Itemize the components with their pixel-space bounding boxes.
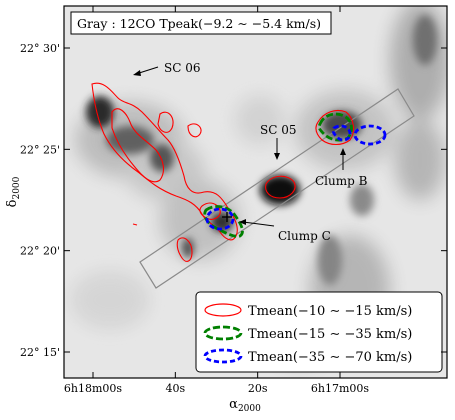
legend-label-red: Tmean(−10 ∼ −15 km/s) [248, 304, 412, 319]
y-tick-label: 22° 15' [20, 346, 60, 359]
clump-c-label: Clump C [278, 229, 331, 243]
red-contour-inner [111, 108, 165, 183]
y-tick-label: 22° 30' [20, 42, 60, 55]
x-tick-label: 6h17m00s [311, 382, 370, 395]
y-axis-ticks: 22° 30' 22° 25' 22° 20' 22° 15' [20, 42, 447, 359]
grayscale-background [64, 6, 447, 378]
red-contour-small-2 [187, 123, 202, 138]
red-contour-south [176, 237, 193, 262]
legend-label-green: Tmean(−15 ∼ −35 km/s) [248, 327, 412, 342]
clump-b-label: Clump B [315, 174, 368, 188]
red-contours [91, 82, 355, 262]
clump-c-arrow [242, 221, 275, 227]
x-tick-label: 40s [166, 382, 186, 395]
blue-contours [205, 124, 387, 231]
slice-region-box [139, 88, 415, 289]
x-axis-label: α2000 [229, 397, 261, 414]
legend-marker-blue [203, 348, 243, 364]
legend-label-blue: Tmean(−35 ∼ −70 km/s) [248, 350, 412, 365]
legend-marker-red [204, 303, 242, 317]
legend: Tmean(−10 ∼ −15 km/s) Tmean(−15 ∼ −35 km… [195, 291, 443, 373]
sc05-label: SC 05 [260, 123, 297, 137]
x-axis-ticks: 6h18m00s 40s 20s 6h17m00s [64, 6, 370, 395]
red-contour-dot [132, 223, 138, 226]
red-contour-sc05 [265, 175, 296, 199]
red-contour-clumpc [199, 202, 221, 220]
green-contour-clumpc [203, 205, 244, 238]
blue-contour-clumpc [205, 207, 235, 231]
x-tick-label: 20s [248, 382, 268, 395]
y-tick-label: 22° 25' [20, 143, 60, 156]
annotation-arrows [133, 66, 346, 227]
red-contour-clumpb [315, 109, 355, 146]
y-axis-label: δ2000 [5, 176, 22, 207]
chart-title: Gray : 12CO Tpeak(−9.2 ∼ −5.4 km/s) [77, 16, 321, 31]
x-tick-label: 6h18m00s [64, 382, 123, 395]
red-contour-small-1 [157, 111, 174, 133]
legend-marker-green [203, 325, 243, 341]
title-box [70, 11, 332, 35]
clump-c-marker [222, 212, 232, 222]
legend-box [195, 291, 443, 373]
blue-contour-clumpb-east [353, 124, 387, 146]
sc06-label: SC 06 [164, 61, 201, 75]
blue-contour-clumpb [331, 124, 352, 142]
y-tick-label: 22° 20' [20, 245, 60, 258]
plot-frame [63, 5, 448, 379]
